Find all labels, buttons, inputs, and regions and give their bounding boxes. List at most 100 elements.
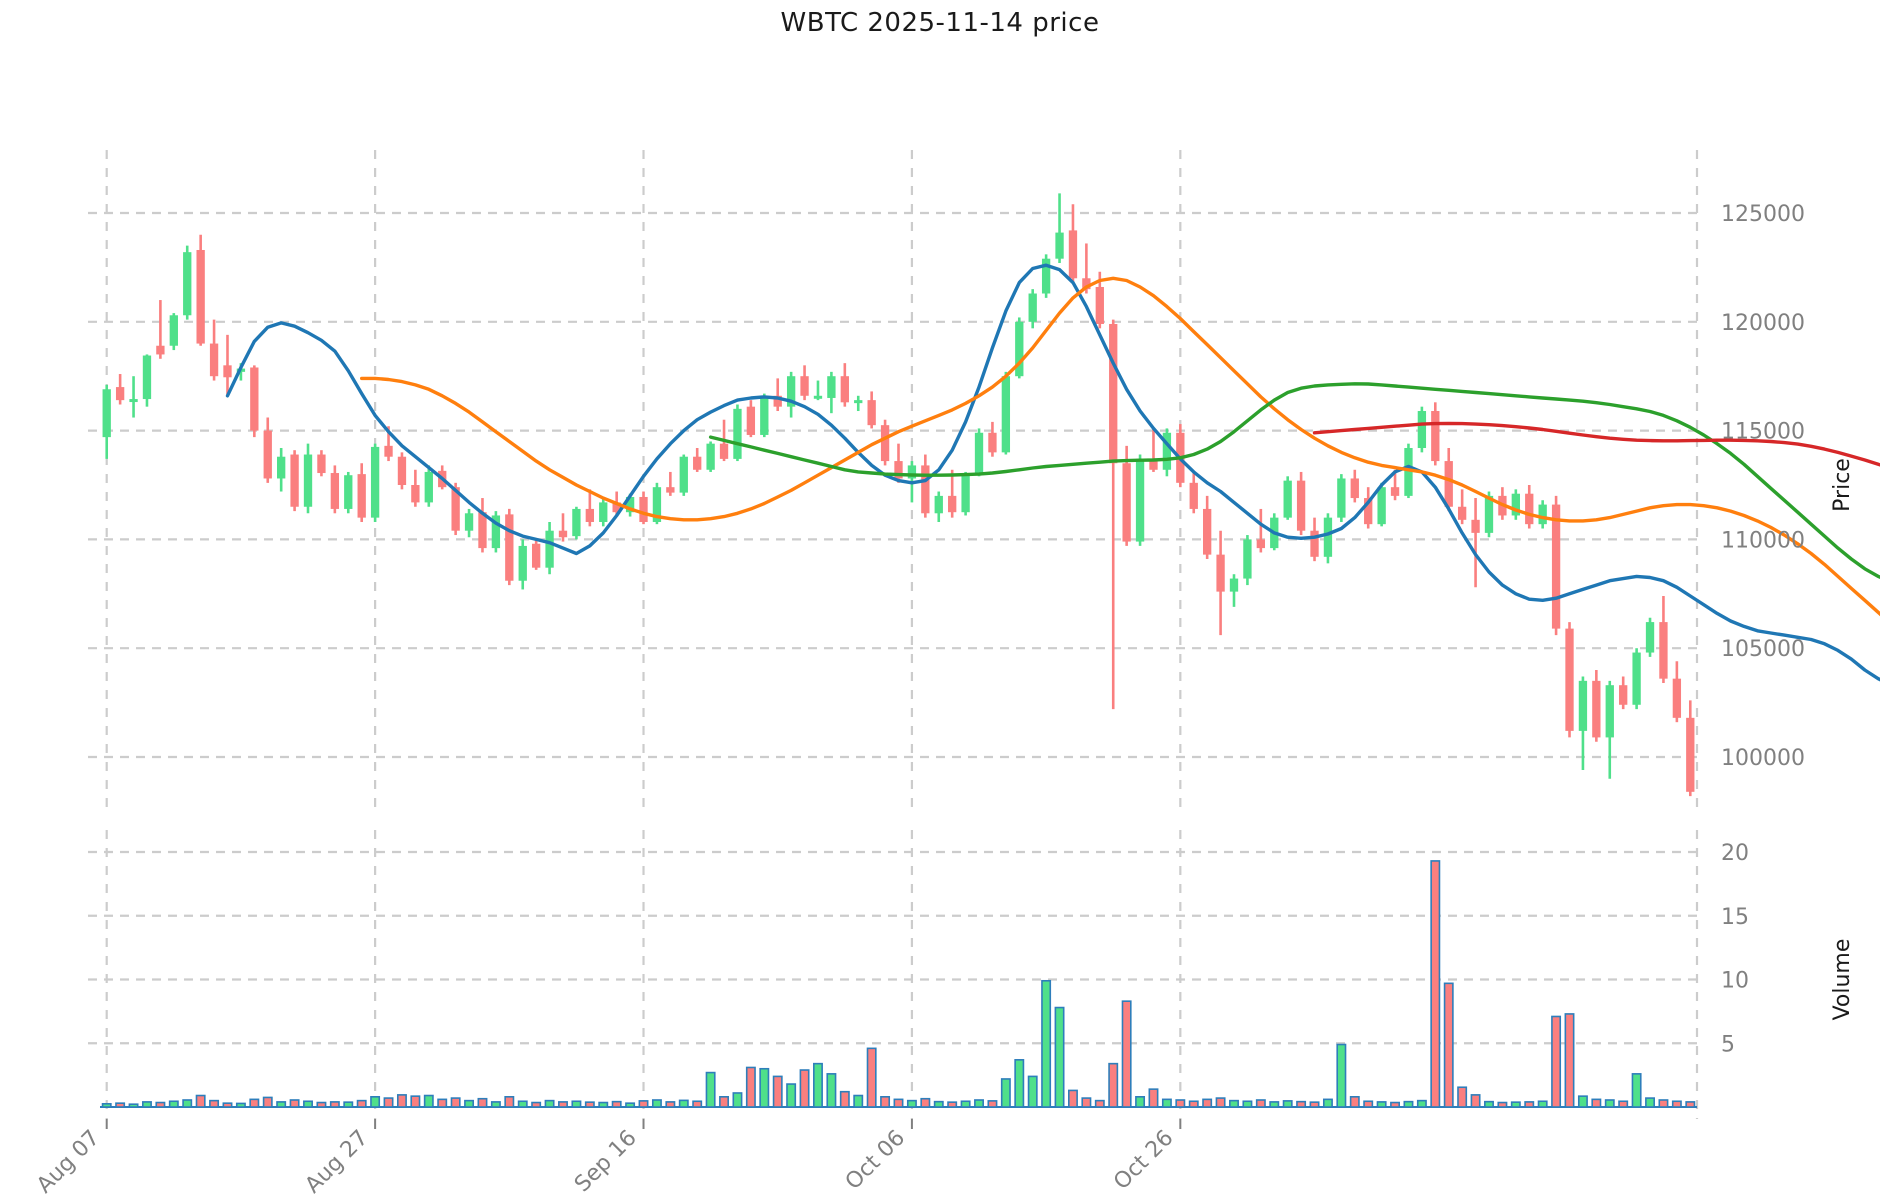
- volume-bar: [1443, 982, 1454, 1108]
- volume-bar: [1363, 1100, 1374, 1108]
- volume-bar: [1282, 1100, 1293, 1108]
- candle-body: [1216, 554, 1225, 592]
- x-tick-label: Aug 27: [301, 1126, 374, 1199]
- candle-body: [585, 508, 594, 522]
- volume-bar: [947, 1101, 958, 1108]
- candle-body: [867, 400, 876, 426]
- candle-body: [719, 443, 729, 459]
- volume-bar: [1403, 1100, 1414, 1108]
- candle-body: [1377, 487, 1386, 525]
- volume-bar: [1027, 1075, 1038, 1108]
- volume-bar: [289, 1099, 300, 1108]
- volume-bar: [128, 1103, 139, 1108]
- candle-body: [478, 512, 487, 549]
- candle-body: [344, 475, 353, 509]
- candle-body: [1431, 411, 1440, 462]
- candle-body: [1095, 286, 1104, 324]
- volume-bar: [544, 1099, 555, 1108]
- candle-body: [1484, 495, 1494, 533]
- candle-body: [625, 496, 635, 513]
- volume-bar: [920, 1097, 931, 1108]
- volume-bar: [1349, 1096, 1360, 1108]
- candle-body: [1028, 293, 1037, 322]
- candle-body: [800, 376, 809, 396]
- volume-bar: [1041, 979, 1052, 1108]
- candle-body: [1551, 504, 1561, 629]
- volume-axis-ticks: 20 15 10 5: [1721, 841, 1749, 1057]
- candle-body: [907, 465, 917, 479]
- volume-bar: [155, 1101, 166, 1108]
- volume-bar: [1631, 1073, 1642, 1108]
- volume-bar: [1618, 1100, 1629, 1108]
- candle-body: [666, 487, 675, 493]
- candle-body: [786, 376, 796, 407]
- price-tick-label: 110000: [1721, 528, 1805, 553]
- volume-bar: [772, 1075, 783, 1108]
- volume-bar: [1551, 1015, 1562, 1108]
- volume-bar: [1229, 1099, 1239, 1108]
- volume-bar: [410, 1095, 421, 1108]
- volume-bar: [1604, 1099, 1615, 1108]
- candle-body: [370, 446, 380, 518]
- volume-bar: [1242, 1100, 1253, 1108]
- candlestick-series: [102, 193, 1695, 797]
- volume-bar: [450, 1097, 461, 1108]
- candle-body: [531, 543, 541, 568]
- volume-bar: [1336, 1043, 1347, 1108]
- volume-bar: [1457, 1086, 1468, 1108]
- volume-bar: [517, 1100, 528, 1108]
- volume-bar: [490, 1101, 501, 1108]
- candle-body: [679, 456, 688, 493]
- volume-bar: [1470, 1094, 1481, 1108]
- volume-bar: [1497, 1101, 1508, 1108]
- candle-body: [384, 445, 393, 457]
- volume-bar: [142, 1101, 152, 1108]
- volume-bar: [799, 1069, 810, 1108]
- volume-bar: [249, 1098, 260, 1108]
- volume-bar: [1121, 1000, 1132, 1108]
- candle-body: [1538, 504, 1547, 525]
- candle-body: [1444, 461, 1453, 507]
- candle-body: [1364, 498, 1373, 525]
- volume-bar: [665, 1101, 676, 1108]
- volume-bar: [866, 1047, 877, 1108]
- volume-bar: [1135, 1096, 1146, 1108]
- candle-body: [1350, 478, 1359, 499]
- volume-bar: [558, 1101, 568, 1108]
- volume-bar: [531, 1101, 542, 1108]
- volume-bar: [222, 1102, 233, 1108]
- volume-bar: [1645, 1097, 1655, 1108]
- volume-bar: [262, 1096, 273, 1108]
- candle-body: [102, 389, 111, 438]
- price-tick-label: 115000: [1721, 420, 1805, 445]
- volume-bar: [1309, 1101, 1320, 1108]
- volume-bar: [1430, 860, 1441, 1108]
- volume-bar: [1322, 1098, 1333, 1108]
- candle-body: [1404, 448, 1413, 496]
- candle-body: [411, 485, 420, 503]
- candle-body: [1055, 232, 1064, 259]
- candle-body: [1109, 323, 1118, 464]
- volume-bar: [651, 1099, 662, 1108]
- candle-body: [330, 473, 340, 509]
- volume-bar: [1510, 1101, 1521, 1108]
- volume-bar: [1484, 1100, 1494, 1108]
- volume-bar: [1255, 1099, 1266, 1108]
- candle-body: [250, 367, 259, 431]
- volume-bar: [383, 1097, 394, 1108]
- volume-tick-label: 5: [1721, 1032, 1735, 1057]
- ma-line-ma-xlong: [1312, 421, 1880, 467]
- volume-tick-label: 15: [1721, 905, 1749, 930]
- candle-body: [1256, 539, 1266, 549]
- volume-bar: [960, 1100, 971, 1108]
- volume-bar: [759, 1067, 770, 1108]
- volume-bar: [933, 1100, 944, 1108]
- volume-bar: [329, 1101, 340, 1108]
- volume-bar: [1658, 1099, 1669, 1108]
- volume-bar: [168, 1100, 179, 1108]
- volume-bar: [1202, 1098, 1213, 1108]
- volume-bar: [1014, 1059, 1025, 1108]
- volume-bar: [316, 1101, 327, 1108]
- candle-body: [223, 365, 232, 378]
